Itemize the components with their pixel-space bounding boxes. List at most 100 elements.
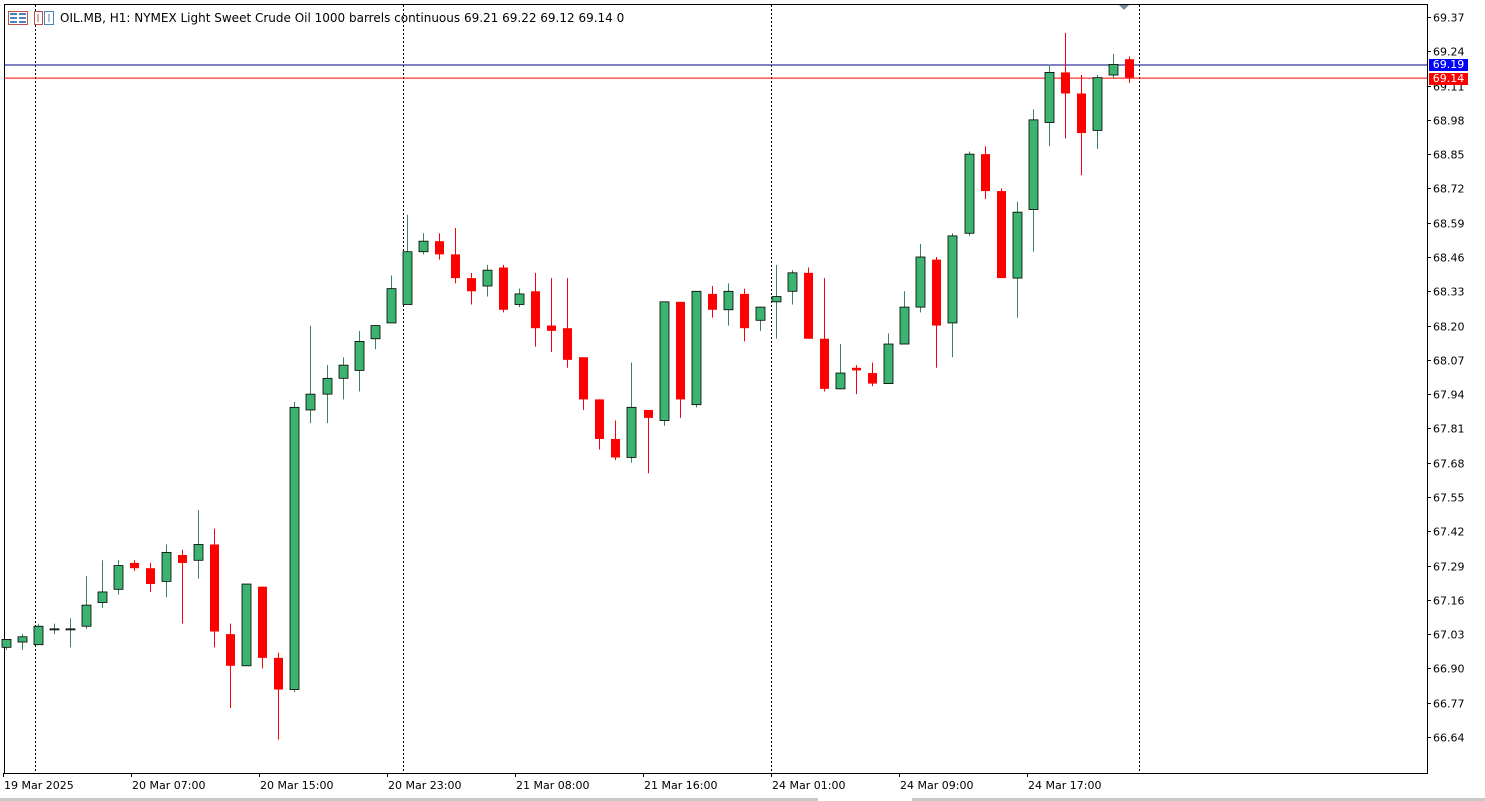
candle-body xyxy=(65,628,76,631)
candle-body xyxy=(514,293,525,305)
price-lines xyxy=(4,64,1427,79)
candle-body xyxy=(258,586,267,658)
price-tick-label: 66.90 xyxy=(1433,663,1465,676)
candle-body xyxy=(947,235,958,324)
candle xyxy=(755,306,766,331)
candle xyxy=(691,290,702,408)
candle-body xyxy=(804,272,813,339)
candle-body xyxy=(708,293,717,310)
candle xyxy=(804,267,813,339)
candle-body xyxy=(97,591,108,603)
price-tick-label: 69.24 xyxy=(1433,46,1465,59)
chart-icon[interactable] xyxy=(34,10,54,26)
price-tick-label: 68.59 xyxy=(1433,218,1465,231)
price-tick-label: 68.72 xyxy=(1433,183,1465,196)
candle xyxy=(451,227,460,284)
candle-body xyxy=(626,406,637,458)
candle xyxy=(531,272,540,347)
candle xyxy=(676,301,685,418)
candle-body xyxy=(418,240,429,253)
candle xyxy=(17,634,28,650)
candle xyxy=(1092,75,1103,149)
candle-body xyxy=(964,153,975,234)
candle xyxy=(338,357,349,400)
candle xyxy=(1061,32,1070,139)
time-tick-label: 21 Mar 16:00 xyxy=(644,779,717,792)
candle-body xyxy=(820,338,829,389)
candle xyxy=(644,409,653,474)
candle-body xyxy=(899,306,910,345)
candle xyxy=(210,528,219,648)
candle xyxy=(499,264,508,313)
candle xyxy=(402,214,413,305)
time-tick-label: 19 Mar 2025 xyxy=(4,779,74,792)
price-tick-label: 66.64 xyxy=(1433,732,1465,745)
candle-body xyxy=(659,301,670,421)
candle-body xyxy=(402,251,413,305)
candle-body xyxy=(868,373,877,384)
candle xyxy=(981,146,990,199)
candle xyxy=(563,278,572,368)
candle-body xyxy=(1044,71,1055,123)
price-axis: 69.3769.2469.1168.9868.8568.7268.5968.46… xyxy=(1427,12,1465,745)
horizontal-scrollbar[interactable] xyxy=(0,798,818,801)
candle-body xyxy=(482,269,493,287)
candle-body xyxy=(81,604,92,627)
candle-body xyxy=(1028,119,1039,210)
price-tick-label: 67.55 xyxy=(1433,492,1465,505)
price-tick-label: 67.29 xyxy=(1433,561,1465,574)
candle-body xyxy=(370,325,381,340)
candle-body xyxy=(17,636,28,643)
candle-body xyxy=(771,296,782,303)
candle xyxy=(322,365,333,424)
candle-body xyxy=(691,290,702,406)
candle-body xyxy=(611,438,620,458)
candle xyxy=(49,623,60,635)
candle-body xyxy=(113,565,124,590)
candle-body xyxy=(499,267,508,310)
candle-body xyxy=(547,325,556,331)
time-tick-label: 24 Mar 09:00 xyxy=(900,779,973,792)
candle-body xyxy=(981,154,990,192)
grid-icon[interactable] xyxy=(8,10,28,26)
candle-body xyxy=(451,254,460,279)
candle-body xyxy=(755,306,766,321)
candle-body xyxy=(835,372,846,390)
symbol-info: OIL.MB, H1: NYMEX Light Sweet Crude Oil … xyxy=(60,11,625,25)
candle xyxy=(740,288,749,342)
horizontal-scrollbar-right[interactable] xyxy=(912,798,1485,801)
time-tick-label: 20 Mar 23:00 xyxy=(388,779,461,792)
candle-body xyxy=(1012,211,1023,279)
candle-body xyxy=(193,544,204,561)
candle-body xyxy=(723,290,734,311)
candle xyxy=(97,560,108,608)
candle-body xyxy=(435,241,444,255)
candle-body xyxy=(210,544,219,632)
candle-body xyxy=(161,551,172,582)
candle xyxy=(611,420,620,461)
candle-body xyxy=(386,288,397,324)
candle-body xyxy=(1077,93,1086,134)
candle xyxy=(626,362,637,463)
candle xyxy=(771,264,782,339)
candle xyxy=(868,362,877,387)
candle-body xyxy=(1092,77,1103,131)
candle xyxy=(435,233,444,260)
candle xyxy=(659,301,670,426)
candle-body xyxy=(467,278,476,292)
candle xyxy=(787,270,798,305)
candle-body xyxy=(226,634,235,666)
candle-body xyxy=(49,628,60,631)
plot-frame xyxy=(4,4,1428,774)
candle xyxy=(161,544,172,598)
candles xyxy=(1,32,1134,740)
candle xyxy=(579,357,588,410)
candle xyxy=(514,288,525,308)
candle-body xyxy=(274,657,283,690)
candle xyxy=(193,510,204,579)
price-tick-label: 68.85 xyxy=(1433,149,1465,162)
candle-body xyxy=(1,639,12,648)
candle-body xyxy=(676,301,685,400)
